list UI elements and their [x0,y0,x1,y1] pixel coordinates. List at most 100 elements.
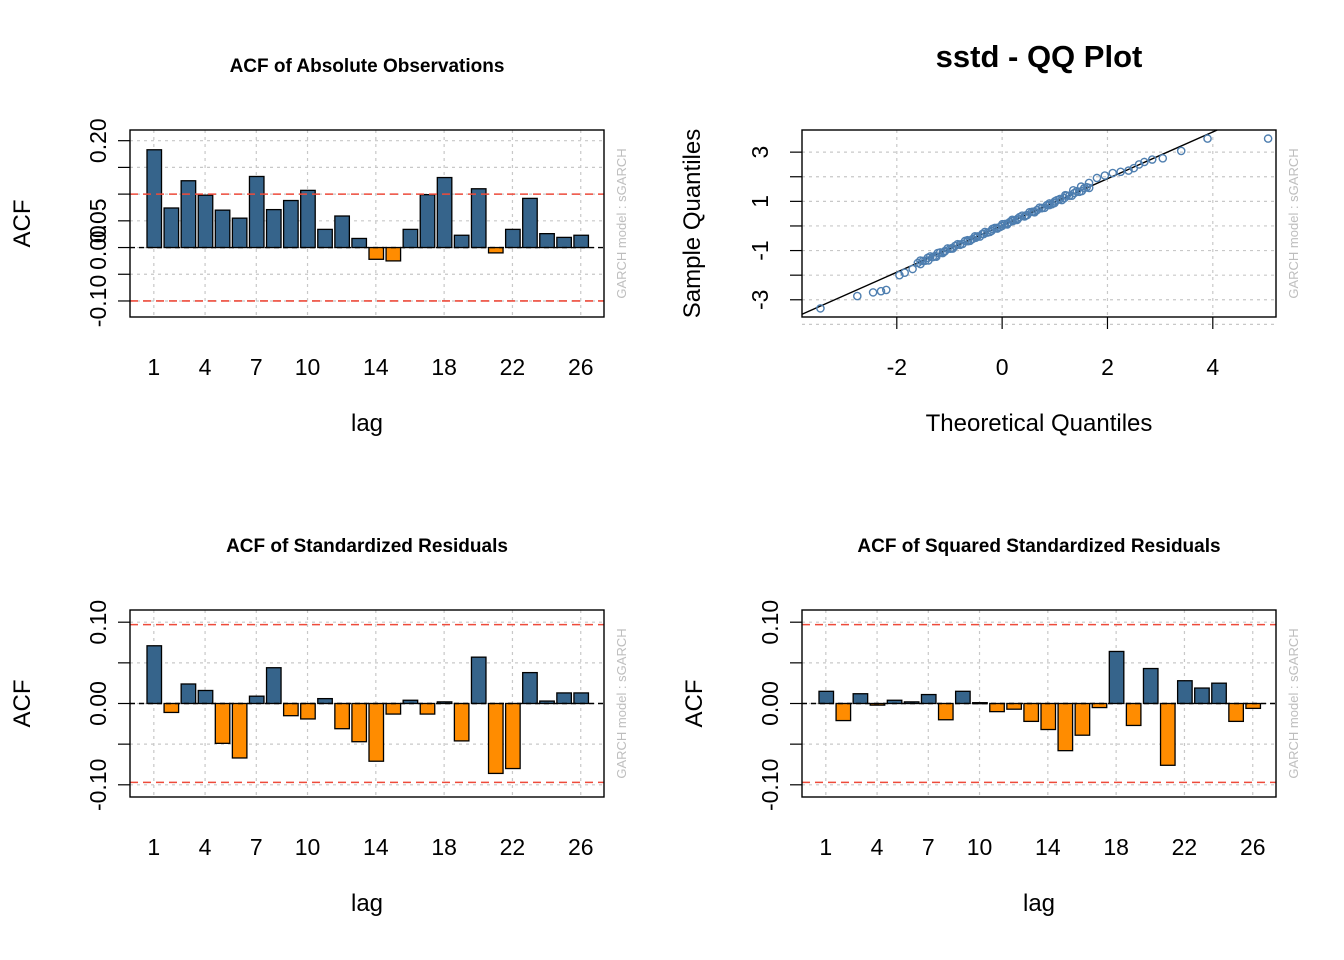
qq-point [1116,167,1125,177]
acf-bar-negative [1074,702,1091,736]
x-axis-label: lag [1023,890,1055,917]
acf-bar-positive [146,149,163,249]
acf-bar-negative [1006,702,1023,710]
acf-bar-positive [436,176,453,249]
acf-bar-negative [1125,702,1142,727]
qq-point [1069,188,1079,198]
x-tick-label: 26 [568,354,594,380]
acf-bar-positive [231,217,248,249]
acf-bar-positive [573,692,590,705]
acf-bar-negative [368,246,385,260]
plot-frame [801,129,1277,318]
qq-point [876,286,886,296]
acf-bar-negative [385,702,402,715]
y-tick-label: 3 [747,146,773,159]
acf-bar-negative [368,702,385,762]
x-tick-label: -2 [887,354,907,380]
acf-bar-positive [402,228,419,249]
y-tick-label: 1 [747,195,773,208]
qq-point [1032,205,1042,215]
qq-point [1005,217,1015,227]
acf-bar-positive [248,175,265,249]
x-tick-label: 1 [147,354,160,380]
qq-point [1134,160,1144,169]
acf-bar-positive [300,189,316,249]
x-tick-label: 10 [967,834,993,860]
acf-bar-positive [248,695,265,705]
acf-bar-negative [282,702,299,717]
x-tick-label: 18 [1103,834,1129,860]
qq-point [1140,157,1149,167]
x-tick-label: 18 [431,354,457,380]
acf-bar-positive [556,236,573,249]
x-tick-label: 0 [996,354,1009,380]
x-tick-label: 10 [295,834,321,860]
qq-point [1124,166,1133,175]
x-tick-label: 7 [922,834,935,860]
qq-point [1067,191,1077,201]
x-tick-label: 14 [1035,834,1061,860]
acf-bar-positive [522,197,538,249]
qq-point [978,229,987,239]
x-tick-label: 4 [199,834,212,860]
x-axis-label: lag [351,410,383,437]
watermark-text: GARCH model : sGARCH [614,628,629,778]
y-tick-label: 0.20 [85,118,111,163]
y-axis-label: Sample Quantiles [679,129,706,318]
qq-point [1176,146,1186,156]
acf-bar-positive [1108,650,1125,705]
qq-point [1108,168,1118,178]
x-axis-label: lag [351,890,383,917]
acf-bar-positive [470,188,487,249]
qq-point [1092,173,1102,183]
x-tick-label: 14 [363,834,389,860]
y-tick-label: -0.10 [757,759,783,811]
x-tick-label: 4 [1206,354,1219,380]
x-tick-label: 26 [568,834,594,860]
x-axis-label: Theoretical Quantiles [926,410,1153,437]
x-tick-label: 4 [871,834,884,860]
acf-bar-positive [163,207,180,249]
qq-point [1084,178,1094,188]
acf-bar-positive [146,645,163,705]
acf-bar-negative [1023,702,1040,723]
qq-point [1263,134,1273,143]
acf-bar-positive [436,701,453,705]
acf-bar-positive [504,228,521,249]
acf-bar-negative [453,702,470,742]
acf-bar-positive [317,228,333,249]
acf-bar-negative [163,702,180,714]
qq-point [816,304,825,313]
qq-point [881,285,891,295]
x-tick-label: 4 [199,354,212,380]
chart-title: ACF of Standardized Residuals [226,536,508,557]
acf-bar-positive [453,234,470,249]
x-tick-label: 10 [295,354,321,380]
x-tick-label: 1 [819,834,832,860]
qq-point [1084,183,1094,193]
y-tick-label: -0.10 [85,275,111,327]
acf-bar-positive [197,194,214,249]
acf-bar-negative [385,246,402,262]
y-tick-label: -1 [747,240,773,260]
y-tick-label: 0.10 [757,600,783,645]
qq-point [908,264,917,274]
x-tick-label: 22 [1172,834,1198,860]
y-tick-label: 0.10 [85,600,111,645]
qq-point [938,248,947,258]
y-tick-label: 0.00 [85,225,111,270]
acf-bar-positive [265,208,282,249]
qq-point [895,270,904,280]
acf-bar-positive [180,180,197,249]
acf-bar-positive [419,193,436,249]
qq-point [1147,155,1157,164]
qq-point [853,291,862,301]
y-axis-label: ACF [681,680,708,728]
acf-bar-positive [818,690,835,705]
acf-bar-negative [504,702,521,770]
x-tick-label: 7 [250,834,263,860]
acf-bar-negative [351,702,368,743]
acf-bar-positive [972,702,988,705]
